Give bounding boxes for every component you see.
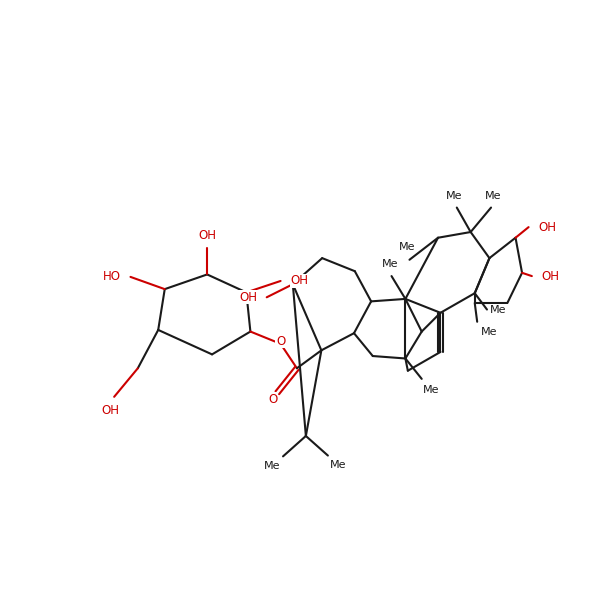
Text: Me: Me xyxy=(481,328,497,337)
Text: Me: Me xyxy=(490,305,507,314)
Text: Me: Me xyxy=(331,460,347,470)
Text: HO: HO xyxy=(103,271,121,283)
Text: Me: Me xyxy=(424,385,440,395)
Text: OH: OH xyxy=(198,229,216,242)
Text: OH: OH xyxy=(538,221,556,233)
Text: OH: OH xyxy=(101,404,119,417)
Text: OH: OH xyxy=(290,274,308,287)
Text: OH: OH xyxy=(239,291,257,304)
Text: Me: Me xyxy=(399,242,415,253)
Text: O: O xyxy=(269,393,278,406)
Text: Me: Me xyxy=(264,461,281,471)
Text: OH: OH xyxy=(542,269,560,283)
Text: O: O xyxy=(276,335,285,348)
Text: Me: Me xyxy=(382,259,398,269)
Text: Me: Me xyxy=(485,191,502,201)
Text: Me: Me xyxy=(446,191,463,201)
